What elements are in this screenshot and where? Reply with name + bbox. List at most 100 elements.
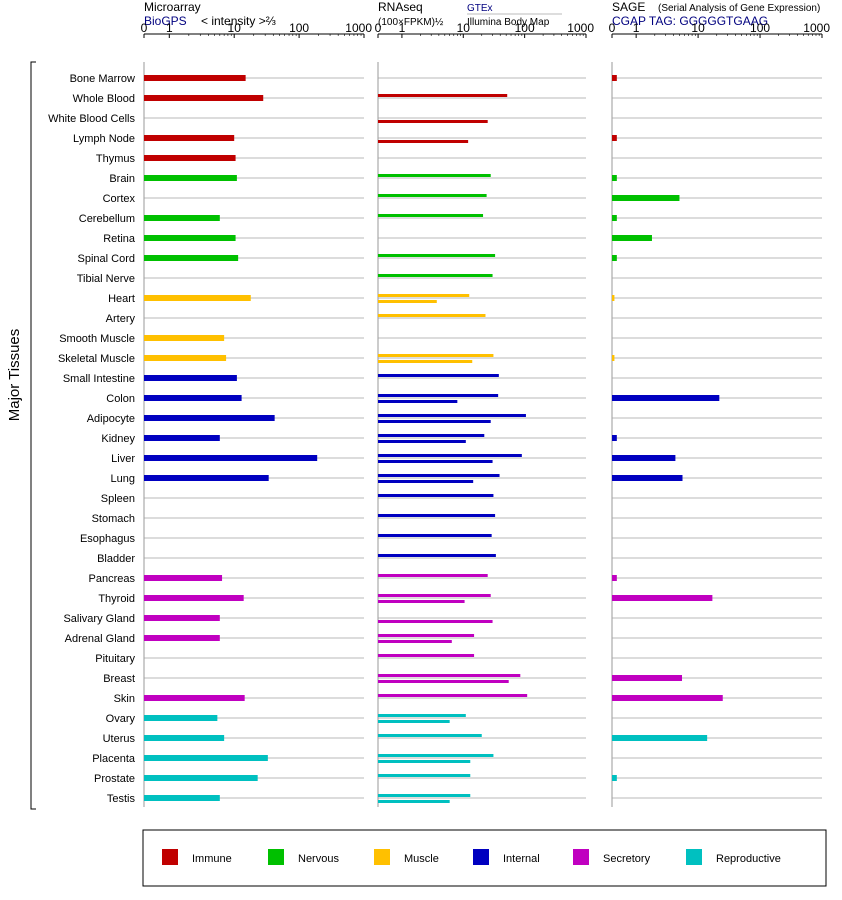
- sage-title: SAGE: [612, 0, 645, 14]
- microarray-bar: [144, 615, 220, 621]
- legend-label-internal: Internal: [503, 853, 540, 865]
- legend-swatch-muscle: [374, 849, 390, 865]
- sage-tag: CGAP TAG: GGGGGTGAAG: [612, 14, 768, 28]
- microarray-bar: [144, 175, 237, 181]
- rnaseq-bar-secondary: [378, 440, 466, 443]
- tissue-label: Lymph Node: [73, 133, 135, 145]
- tissue-label: Liver: [111, 453, 135, 465]
- microarray-bar: [144, 375, 237, 381]
- rnaseq-bar: [378, 554, 496, 557]
- microarray-bar: [144, 715, 218, 721]
- tissue-label: Brain: [109, 173, 135, 185]
- tissue-label: Testis: [107, 793, 136, 805]
- rnaseq-bar: [378, 634, 475, 637]
- tissue-label: Heart: [108, 293, 135, 305]
- rnaseq-bar-secondary: [378, 600, 465, 603]
- tissue-label: Prostate: [94, 773, 135, 785]
- microarray-bar: [144, 135, 235, 141]
- legend-label-secretory: Secretory: [603, 853, 651, 865]
- tick-label: 0: [609, 21, 616, 35]
- rnaseq-bar-secondary: [378, 640, 452, 643]
- tick-label: 0: [141, 21, 148, 35]
- microarray-source: BioGPS: [144, 14, 187, 28]
- rnaseq-bar-secondary: [378, 420, 491, 423]
- microarray-bar: [144, 435, 220, 441]
- rnaseq-bar: [378, 94, 508, 97]
- microarray-bar: [144, 235, 236, 241]
- tissue-label: Thymus: [96, 153, 136, 165]
- tissue-label: Stomach: [92, 513, 135, 525]
- tissue-label: Bone Marrow: [70, 73, 135, 85]
- sage-bar: [612, 695, 723, 701]
- rnaseq-bar: [378, 694, 528, 697]
- microarray-bar: [144, 255, 239, 261]
- microarray-bar: [144, 455, 318, 461]
- sage-bar: [612, 175, 617, 181]
- microarray-bar: [144, 355, 227, 361]
- tissue-label: Thyroid: [98, 593, 135, 605]
- microarray-bar: [144, 215, 220, 221]
- rnaseq-bar-secondary: [378, 360, 473, 363]
- microarray-bar: [144, 755, 268, 761]
- rnaseq-bar: [378, 494, 494, 497]
- microarray-bar: [144, 595, 244, 601]
- rnaseq-bar-secondary: [378, 720, 450, 723]
- rnaseq-bar-secondary: [378, 480, 474, 483]
- tissue-label: Uterus: [103, 733, 136, 745]
- tick-label: 1000: [345, 21, 372, 35]
- tissue-label: Smooth Muscle: [59, 333, 135, 345]
- sage-bar: [612, 215, 617, 221]
- rnaseq-bar: [378, 414, 526, 417]
- rnaseq-bar: [378, 434, 485, 437]
- rnaseq-bar: [378, 314, 486, 317]
- tissue-label: Pituitary: [95, 653, 135, 665]
- tissue-label: Ovary: [106, 713, 136, 725]
- rnaseq-bar: [378, 714, 466, 717]
- sage-bar: [612, 235, 652, 241]
- rnaseq-note: (100×FPKM)½: [378, 17, 444, 28]
- sage-bar: [612, 575, 617, 581]
- microarray-bar: [144, 295, 251, 301]
- tissue-label: Colon: [106, 393, 135, 405]
- rnaseq-bar: [378, 514, 496, 517]
- sage-note: (Serial Analysis of Gene Expression): [658, 3, 820, 14]
- rnaseq-bar: [378, 594, 491, 597]
- rnaseq-bar: [378, 214, 484, 217]
- microarray-bar: [144, 415, 275, 421]
- tick-label: 10: [457, 21, 471, 35]
- rnaseq-bar: [378, 734, 482, 737]
- rnaseq-bar: [378, 294, 470, 297]
- microarray-bar: [144, 635, 220, 641]
- tissue-label: Salivary Gland: [63, 613, 135, 625]
- legend-label-nervous: Nervous: [298, 853, 339, 865]
- legend-swatch-nervous: [268, 849, 284, 865]
- microarray-title: Microarray: [144, 0, 201, 14]
- microarray-bar: [144, 75, 246, 81]
- rnaseq-bar-secondary: [378, 400, 458, 403]
- microarray-bar: [144, 335, 225, 341]
- sage-bar: [612, 195, 680, 201]
- sage-bar: [612, 735, 708, 741]
- rnaseq-bar: [378, 374, 499, 377]
- sage-bar: [612, 675, 683, 681]
- microarray-bar: [144, 735, 225, 741]
- microarray-bar: [144, 475, 269, 481]
- rnaseq-bar: [378, 754, 494, 757]
- tissue-label: Esophagus: [80, 533, 136, 545]
- rnaseq-bar: [378, 274, 493, 277]
- sage-bar: [612, 595, 713, 601]
- legend-label-reproductive: Reproductive: [716, 853, 781, 865]
- microarray-bar: [144, 695, 245, 701]
- tick-label: 0: [375, 21, 382, 35]
- tissue-label: Placenta: [92, 753, 136, 765]
- sage-bar: [612, 295, 615, 301]
- microarray-bar: [144, 155, 236, 161]
- tissue-label: Skin: [114, 693, 135, 705]
- legend-label-immune: Immune: [192, 853, 232, 865]
- y-axis-label: Major Tissues: [6, 329, 23, 422]
- tissue-label: Cortex: [103, 193, 136, 205]
- tissue-label: Cerebellum: [79, 213, 135, 225]
- microarray-bar: [144, 775, 258, 781]
- microarray-note: < intensity >⅔: [201, 14, 276, 28]
